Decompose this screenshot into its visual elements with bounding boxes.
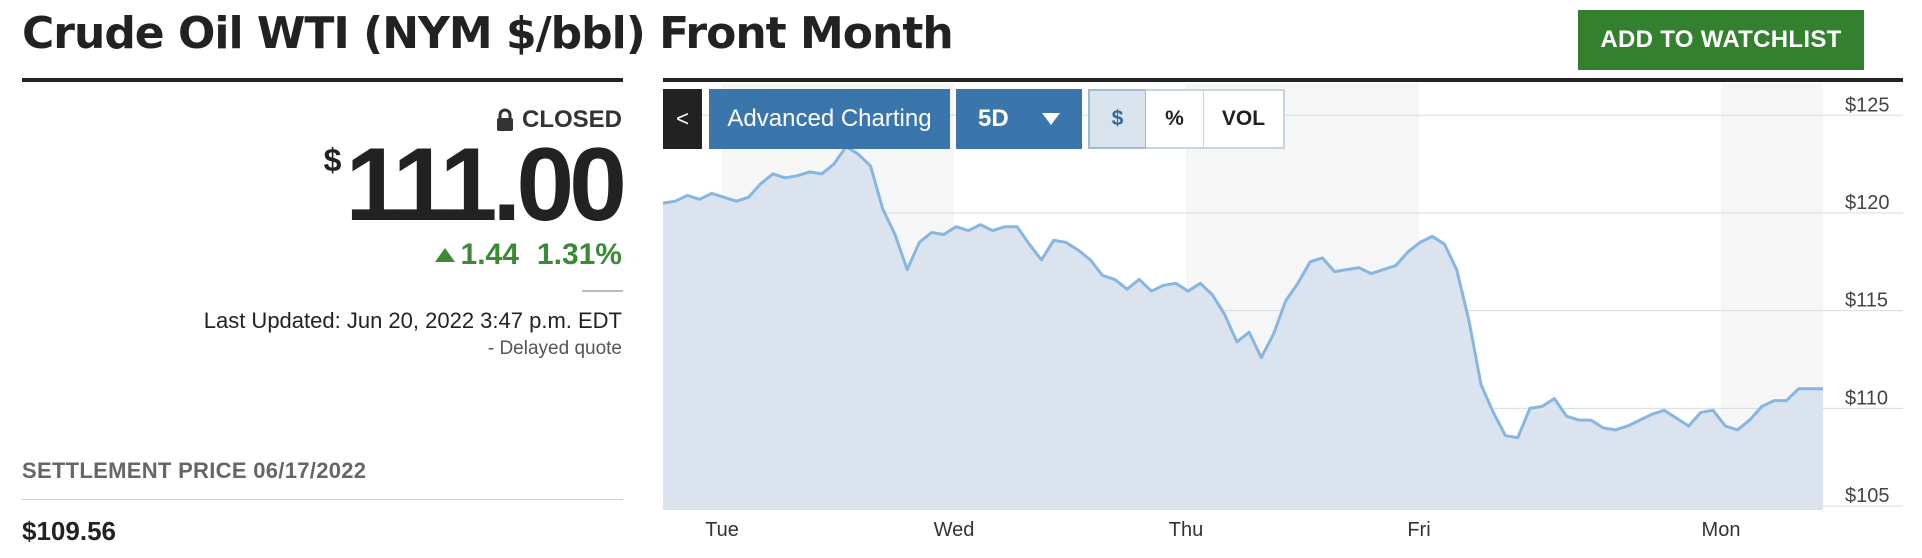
change-amount: 1.44 xyxy=(460,238,519,271)
x-tick-label: Mon xyxy=(1702,519,1741,541)
add-to-watchlist-button[interactable]: ADD TO WATCHLIST xyxy=(1578,10,1864,70)
mode-dollar-button[interactable]: $ xyxy=(1088,89,1147,149)
currency-symbol: $ xyxy=(323,142,342,178)
last-updated: Last Updated: Jun 20, 2022 3:47 p.m. EDT xyxy=(203,308,622,333)
range-select-value: 5D xyxy=(978,105,1009,132)
chart-back-button[interactable]: < xyxy=(663,89,702,149)
divider xyxy=(582,290,623,292)
change-amount-wrap: 1.44 xyxy=(434,238,519,272)
price-chart[interactable]: Tue Wed Thu Fri Mon $125 $120 $115 $110 $105 xyxy=(663,84,1903,558)
up-arrow-icon xyxy=(434,248,455,262)
y-tick-label: $125 xyxy=(1845,94,1890,116)
settlement-label: SETTLEMENT PRICE 06/17/2022 xyxy=(22,458,367,483)
x-tick-label: Tue xyxy=(705,519,739,541)
page-title: Crude Oil WTI (NYM $/bbl) Front Month xyxy=(22,8,954,59)
right-header-rule xyxy=(663,78,1903,82)
y-tick-label: $110 xyxy=(1845,387,1888,409)
price-change: 1.44 1.31% xyxy=(434,238,622,272)
settlement-divider xyxy=(22,499,623,500)
lock-icon xyxy=(496,108,513,131)
y-tick-label: $115 xyxy=(1845,290,1888,312)
chevron-left-icon: < xyxy=(676,106,689,131)
range-select[interactable]: 5D xyxy=(956,89,1082,149)
last-price: 111.00 xyxy=(345,127,627,243)
x-tick-label: Thu xyxy=(1169,519,1203,541)
x-tick-label: Fri xyxy=(1407,519,1430,541)
y-tick-label: $105 xyxy=(1845,485,1890,507)
left-header-rule xyxy=(22,78,623,82)
settlement-value: $109.56 xyxy=(22,516,116,546)
price-area-fill xyxy=(663,146,1823,510)
price-line xyxy=(663,145,1823,440)
market-status-label: CLOSED xyxy=(521,106,622,133)
caret-down-icon xyxy=(1042,113,1060,125)
price-block: $ 111.00 xyxy=(323,127,627,243)
mode-percent-button[interactable]: % xyxy=(1146,89,1205,149)
y-tick-label: $120 xyxy=(1845,192,1890,214)
advanced-charting-button[interactable]: Advanced Charting xyxy=(709,89,950,149)
market-status: CLOSED xyxy=(496,106,622,134)
delayed-quote-note: - Delayed quote xyxy=(487,338,622,359)
mode-volume-button[interactable]: VOL xyxy=(1204,89,1285,149)
x-tick-label: Wed xyxy=(934,519,975,541)
change-percent: 1.31% xyxy=(536,238,622,271)
